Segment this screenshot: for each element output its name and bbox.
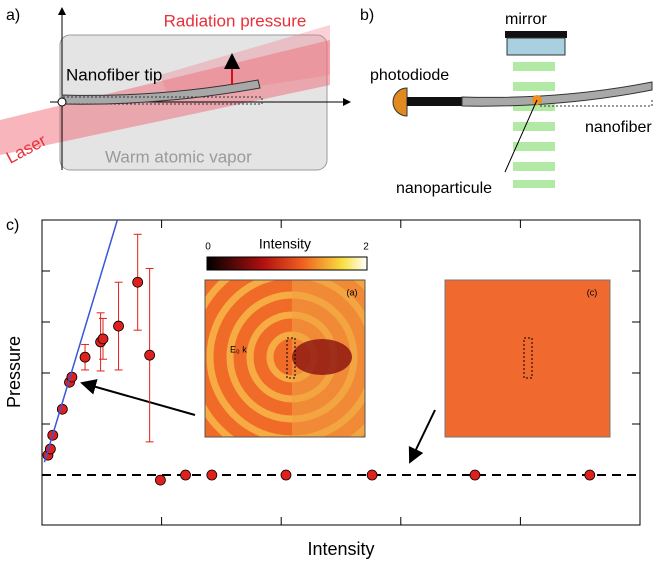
- colorbar-max: 2: [363, 242, 369, 253]
- laser-beam: [160, 25, 330, 100]
- particle-outline: [523, 337, 533, 379]
- x-axis-label: Intensity: [307, 539, 374, 559]
- data-point: [584, 469, 596, 481]
- mirror: [506, 37, 566, 56]
- label: Radiation pressure: [164, 11, 307, 30]
- data-point: [155, 474, 166, 486]
- data-point: [113, 320, 124, 332]
- data-point: [180, 469, 191, 481]
- data-point: [79, 351, 91, 363]
- data-point: [206, 469, 218, 481]
- fiber-mount: [407, 97, 462, 106]
- fit-line: [43, 220, 119, 463]
- panel-label: b): [360, 7, 374, 24]
- rest-position: [62, 96, 263, 105]
- field-label: E₀ k: [230, 344, 247, 354]
- data-point: [280, 469, 292, 481]
- panel-label: c): [6, 217, 19, 234]
- colorbar: [206, 256, 368, 271]
- pivot: [57, 97, 67, 107]
- field-map: [205, 280, 365, 437]
- inset-frame: [204, 279, 366, 438]
- label: photodiode: [370, 67, 449, 84]
- data-point: [97, 333, 109, 345]
- data-point: [469, 469, 481, 481]
- plot-frame: [41, 219, 641, 526]
- mirror: [505, 31, 567, 38]
- panel-label: a): [6, 7, 20, 24]
- colorbar-min: 0: [205, 242, 211, 253]
- label: nanoparticule: [396, 180, 492, 197]
- light-standing-wave: [513, 62, 555, 188]
- data-point: [144, 349, 156, 361]
- pointer: [504, 99, 538, 173]
- field-map: [444, 279, 611, 438]
- rest-position: [540, 98, 653, 107]
- label: mirror: [505, 11, 547, 28]
- colorbar-title: Intensity: [259, 236, 311, 252]
- data-point: [366, 469, 378, 481]
- inset-label: (c): [587, 287, 598, 297]
- pointer-arrow: [80, 379, 196, 416]
- y-axis-label: Pressure: [4, 336, 24, 408]
- label: Warm atomic vapor: [105, 147, 252, 166]
- pointer-arrow: [408, 409, 436, 464]
- label: Nanofiber tip: [66, 65, 162, 84]
- photodiode: [392, 87, 408, 117]
- inset-label: (a): [347, 287, 358, 297]
- nanofiber: [461, 81, 653, 107]
- data-point: [132, 276, 144, 288]
- label: nanofiber: [585, 119, 652, 136]
